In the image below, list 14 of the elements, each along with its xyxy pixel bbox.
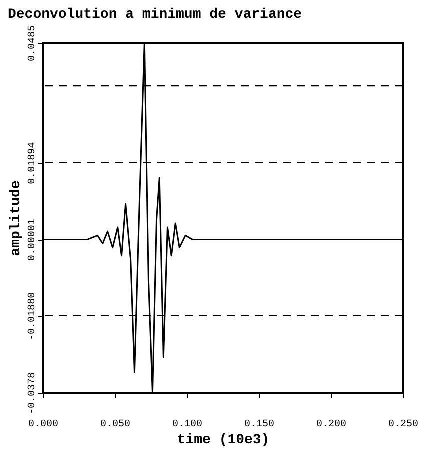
y-tick-label: 0.01894 — [28, 142, 38, 184]
x-tick-label: 0.250 — [388, 420, 419, 430]
y-tick-label: -0.0378 — [28, 372, 38, 415]
x-tick-label: 0.200 — [316, 420, 347, 430]
x-tick-label: 0.000 — [28, 420, 59, 430]
x-axis-title: time (10e3) — [177, 432, 270, 448]
y-tick-label: 0.00001 — [28, 219, 38, 262]
y-axis-title: amplitude — [8, 180, 24, 256]
y-tick-label: -0.01880 — [28, 292, 38, 340]
x-tick-label: 0.050 — [100, 420, 131, 430]
x-tick-label: 0.150 — [244, 420, 275, 430]
x-tick-label: 0.100 — [172, 420, 203, 430]
y-tick-label: 0.0485 — [28, 25, 38, 62]
chart-title: Deconvolution a minimum de variance — [8, 6, 302, 23]
